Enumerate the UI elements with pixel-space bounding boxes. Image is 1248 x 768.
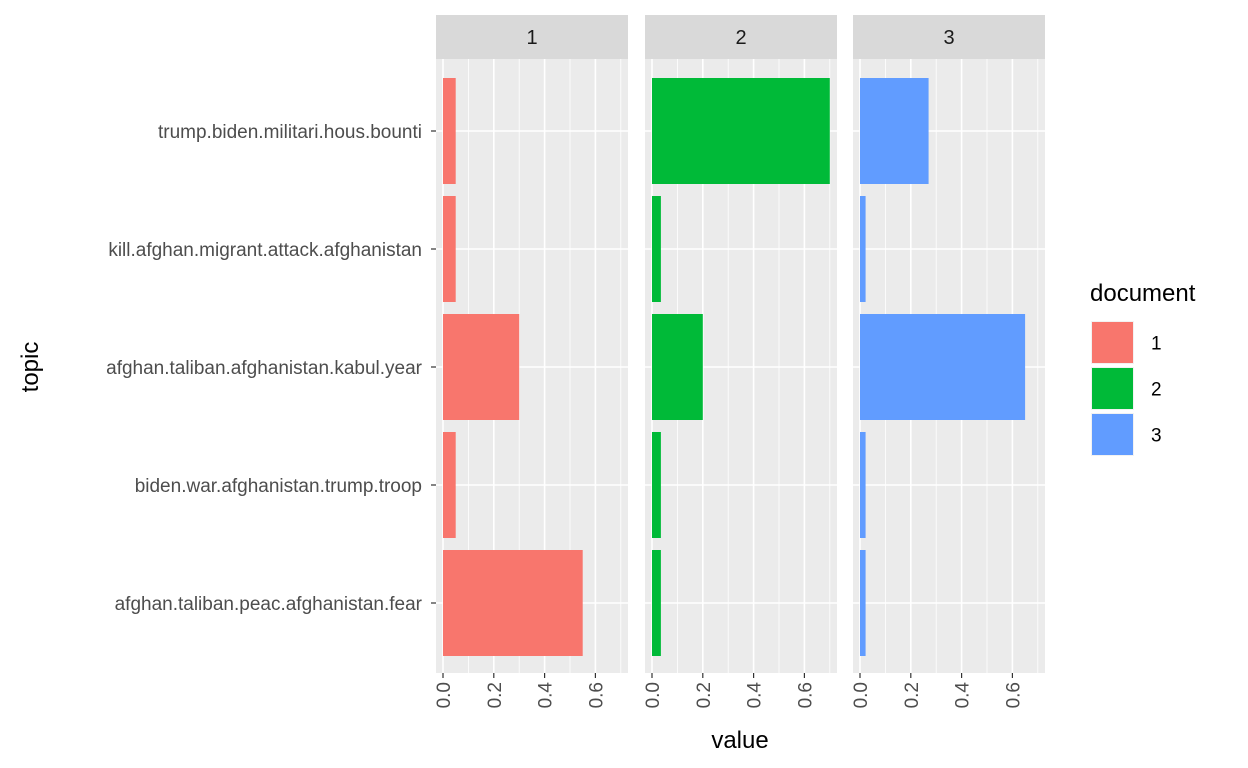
facet-strip: [853, 15, 1045, 59]
bar-doc2-topic2: [652, 196, 661, 302]
x-tick-label: 0.2: [694, 682, 715, 708]
facet-strip-label: 1: [526, 27, 537, 49]
y-axis-title: topic: [17, 342, 44, 393]
facet-strip: [645, 15, 837, 59]
x-tick-label: 0.6: [586, 682, 607, 708]
bar-doc3-topic5: [860, 550, 866, 656]
bar-doc2-topic3: [652, 314, 703, 420]
bar-doc1-topic1: [443, 78, 456, 184]
facet-strip-label: 3: [943, 27, 954, 49]
x-tick-label: 0.6: [795, 682, 816, 708]
x-tick-label: 0.2: [485, 682, 506, 708]
y-tick-label: afghan.taliban.peac.afghanistan.fear: [115, 594, 423, 615]
facet-panel-1: 1: [436, 15, 628, 673]
legend-title: document: [1090, 280, 1196, 307]
x-tick-label: 0.6: [1003, 682, 1024, 708]
facet-strip-label: 2: [735, 27, 746, 49]
x-axis-title: value: [711, 727, 768, 754]
facet-panel-2: 2: [645, 15, 837, 673]
legend-key-1: [1092, 322, 1133, 363]
bar-doc1-topic2: [443, 196, 456, 302]
x-tick-label: 0.4: [536, 682, 557, 709]
y-axis: trump.biden.militari.hous.bounti kill.afg…: [106, 122, 436, 615]
bar-doc2-topic5: [652, 550, 661, 656]
legend: document 1 2 3: [1090, 280, 1196, 456]
bar-doc3-topic3: [860, 314, 1026, 420]
bar-doc2-topic1: [652, 78, 830, 184]
facet-panel-3: 3: [853, 15, 1045, 673]
x-tick-label: 0.0: [643, 682, 664, 708]
bar-doc3-topic2: [860, 196, 866, 302]
bar-doc1-topic4: [443, 432, 456, 538]
x-axes: 0.0 0.2 0.4 0.6 0.0 0.2 0.4 0.6 0.0 0.2 0.4 0.6: [434, 673, 1024, 708]
y-tick-label: kill.afghan.migrant.attack.afghanistan: [108, 240, 422, 261]
legend-label-1: 1: [1151, 334, 1162, 355]
x-tick-label: 0.4: [953, 682, 974, 709]
facet-strip: [436, 15, 628, 59]
y-tick-label: afghan.taliban.afghanistan.kabul.year: [106, 358, 423, 379]
bar-doc1-topic5: [443, 550, 583, 656]
x-tick-label: 0.0: [434, 682, 455, 708]
legend-key-2: [1092, 368, 1133, 409]
x-tick-label: 0.2: [902, 682, 923, 708]
bar-doc1-topic3: [443, 314, 520, 420]
legend-label-2: 2: [1151, 380, 1162, 401]
x-tick-label: 0.0: [851, 682, 872, 708]
bar-doc3-topic4: [860, 432, 866, 538]
legend-key-3: [1092, 414, 1133, 455]
legend-label-3: 3: [1151, 426, 1162, 447]
x-axis-facet-2: 0.0 0.2 0.4 0.6: [643, 673, 816, 708]
bar-doc2-topic4: [652, 432, 661, 538]
x-axis-facet-1: 0.0 0.2 0.4 0.6: [434, 673, 607, 708]
bar-doc3-topic1: [860, 78, 929, 184]
y-tick-label: trump.biden.militari.hous.bounti: [158, 122, 422, 143]
x-tick-label: 0.4: [745, 682, 766, 709]
facet-panels: 1 2 3: [436, 15, 1045, 673]
x-axis-facet-3: 0.0 0.2 0.4 0.6: [851, 673, 1024, 708]
y-tick-label: biden.war.afghanistan.trump.troop: [135, 476, 422, 497]
